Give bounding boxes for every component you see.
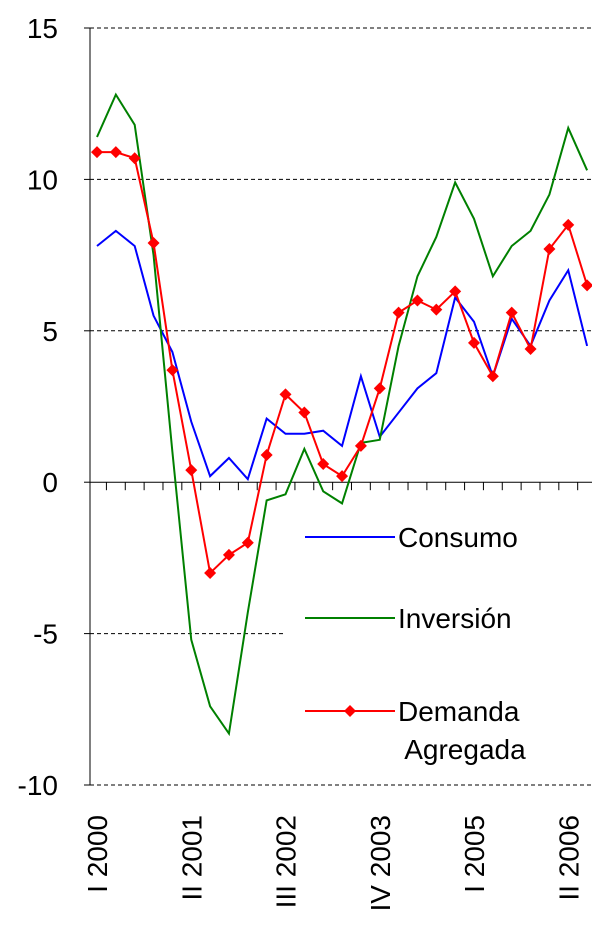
marker [543, 243, 556, 256]
marker [204, 567, 217, 580]
legend-label: Inversión [398, 603, 512, 634]
y-tick-label: 0 [42, 467, 58, 498]
x-tick-label: I 2005 [459, 815, 490, 893]
marker [411, 294, 424, 307]
marker [241, 536, 254, 549]
marker [373, 382, 386, 395]
marker [486, 370, 499, 383]
marker [581, 279, 592, 292]
marker [354, 439, 367, 452]
marker [468, 336, 480, 349]
y-tick-label: 10 [27, 164, 58, 195]
x-tick-label: III 2002 [271, 815, 302, 908]
y-tick-label: -10 [18, 770, 58, 801]
marker [524, 342, 537, 355]
marker [128, 152, 141, 165]
legend-label: Demanda Agregada [398, 696, 526, 765]
x-tick-label: II 2006 [553, 815, 584, 901]
y-tick-label: 15 [27, 13, 58, 44]
marker [279, 388, 292, 401]
y-tick-label: -5 [33, 619, 58, 650]
series-line [96, 229, 589, 482]
x-tick-label: IV 2003 [365, 815, 396, 912]
x-tick-label: I 2000 [82, 815, 113, 893]
marker [562, 218, 575, 231]
marker [166, 364, 179, 377]
marker [260, 448, 273, 461]
legend-marker [344, 705, 356, 717]
marker [392, 306, 405, 319]
marker [91, 146, 103, 159]
y-tick-label: 5 [42, 316, 58, 347]
x-tick-label: II 2001 [176, 815, 207, 901]
marker [430, 303, 443, 316]
marker [336, 470, 349, 483]
legend-label: Consumo [398, 522, 518, 553]
series-line [96, 92, 589, 737]
legend-box [285, 503, 592, 775]
marker [109, 146, 122, 159]
marker [449, 285, 462, 298]
marker [185, 464, 198, 477]
marker [298, 406, 311, 419]
marker [505, 306, 518, 319]
marker [317, 458, 330, 471]
marker [147, 236, 160, 249]
marker [222, 548, 235, 561]
